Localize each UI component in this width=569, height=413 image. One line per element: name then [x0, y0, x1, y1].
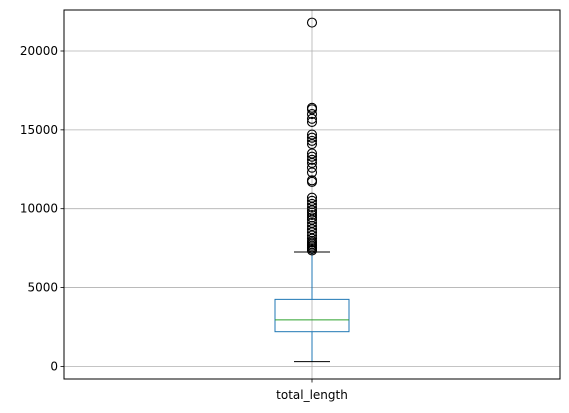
- x-tick-label: total_length: [276, 388, 348, 402]
- outlier-point: [306, 209, 318, 221]
- box-layer: [274, 251, 350, 363]
- outlier-point: [306, 162, 318, 173]
- iqr-box: [274, 298, 350, 333]
- outlier-point: [306, 102, 318, 113]
- outlier-point: [306, 212, 318, 223]
- y-tick-label: 0: [50, 359, 58, 373]
- outlier-point: [306, 132, 318, 143]
- outlier-point: [306, 192, 318, 203]
- outlier-point: [306, 175, 318, 186]
- y-tick-label: 10000: [20, 202, 58, 216]
- outlier-point: [306, 129, 318, 140]
- outlier-point: [306, 198, 318, 210]
- outlier-point: [306, 151, 318, 162]
- flier-layer: [306, 17, 318, 256]
- outlier-point: [306, 17, 318, 28]
- outlier-point: [306, 116, 318, 128]
- y-tick-label: 20000: [20, 44, 58, 58]
- y-tick-label: 5000: [27, 281, 58, 295]
- outlier-point: [306, 109, 318, 120]
- outlier-point: [306, 135, 318, 146]
- outlier-point: [306, 195, 318, 206]
- axis-layer: 0 5000 10000 15000 20000 total_length: [20, 44, 348, 402]
- y-tick-label: 15000: [20, 123, 58, 137]
- outlier-point: [306, 154, 318, 165]
- outlier-point: [306, 217, 318, 228]
